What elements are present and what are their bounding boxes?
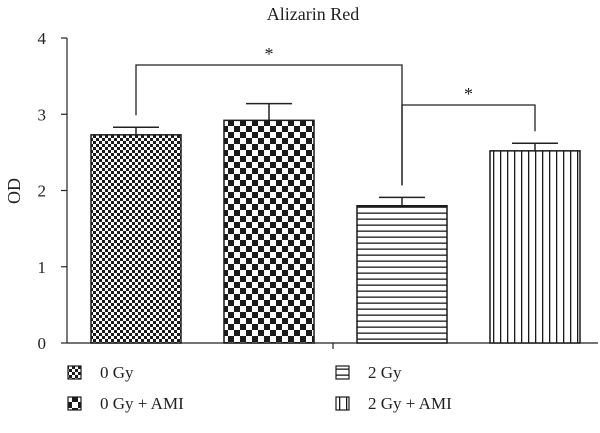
chart-title: Alizarin Red xyxy=(267,4,359,24)
significance-annotations: ** xyxy=(135,44,536,186)
y-axis-label: OD xyxy=(4,178,24,204)
significance-star: * xyxy=(464,84,473,104)
bar-0-gy xyxy=(90,134,182,344)
legend-swatch xyxy=(335,396,350,411)
y-tick-label: 1 xyxy=(38,258,47,277)
y-tick-label: 2 xyxy=(38,182,47,201)
legend-swatch xyxy=(335,365,350,380)
bars xyxy=(90,102,581,344)
legend-label: 0 Gy xyxy=(100,363,134,382)
bar-0-gy-ami xyxy=(223,119,315,344)
y-tick-label: 0 xyxy=(38,334,47,353)
bar-2-gy xyxy=(356,205,448,344)
legend-label: 2 Gy xyxy=(368,363,402,382)
y-tick-label: 3 xyxy=(38,105,47,124)
y-axis-ticks: 0 1 2 3 4 xyxy=(38,29,334,353)
legend-swatch xyxy=(67,365,82,380)
legend-label: 0 Gy + AMI xyxy=(100,394,184,413)
legend-swatch xyxy=(67,396,82,411)
significance-star: * xyxy=(265,44,274,64)
legend: 0 Gy 0 Gy + AMI 2 Gy 2 Gy + AMI xyxy=(67,363,452,413)
y-tick-label: 4 xyxy=(38,29,47,48)
legend-label: 2 Gy + AMI xyxy=(368,394,452,413)
significance-bracket xyxy=(401,104,536,186)
bar-2-gy-ami xyxy=(489,150,581,344)
